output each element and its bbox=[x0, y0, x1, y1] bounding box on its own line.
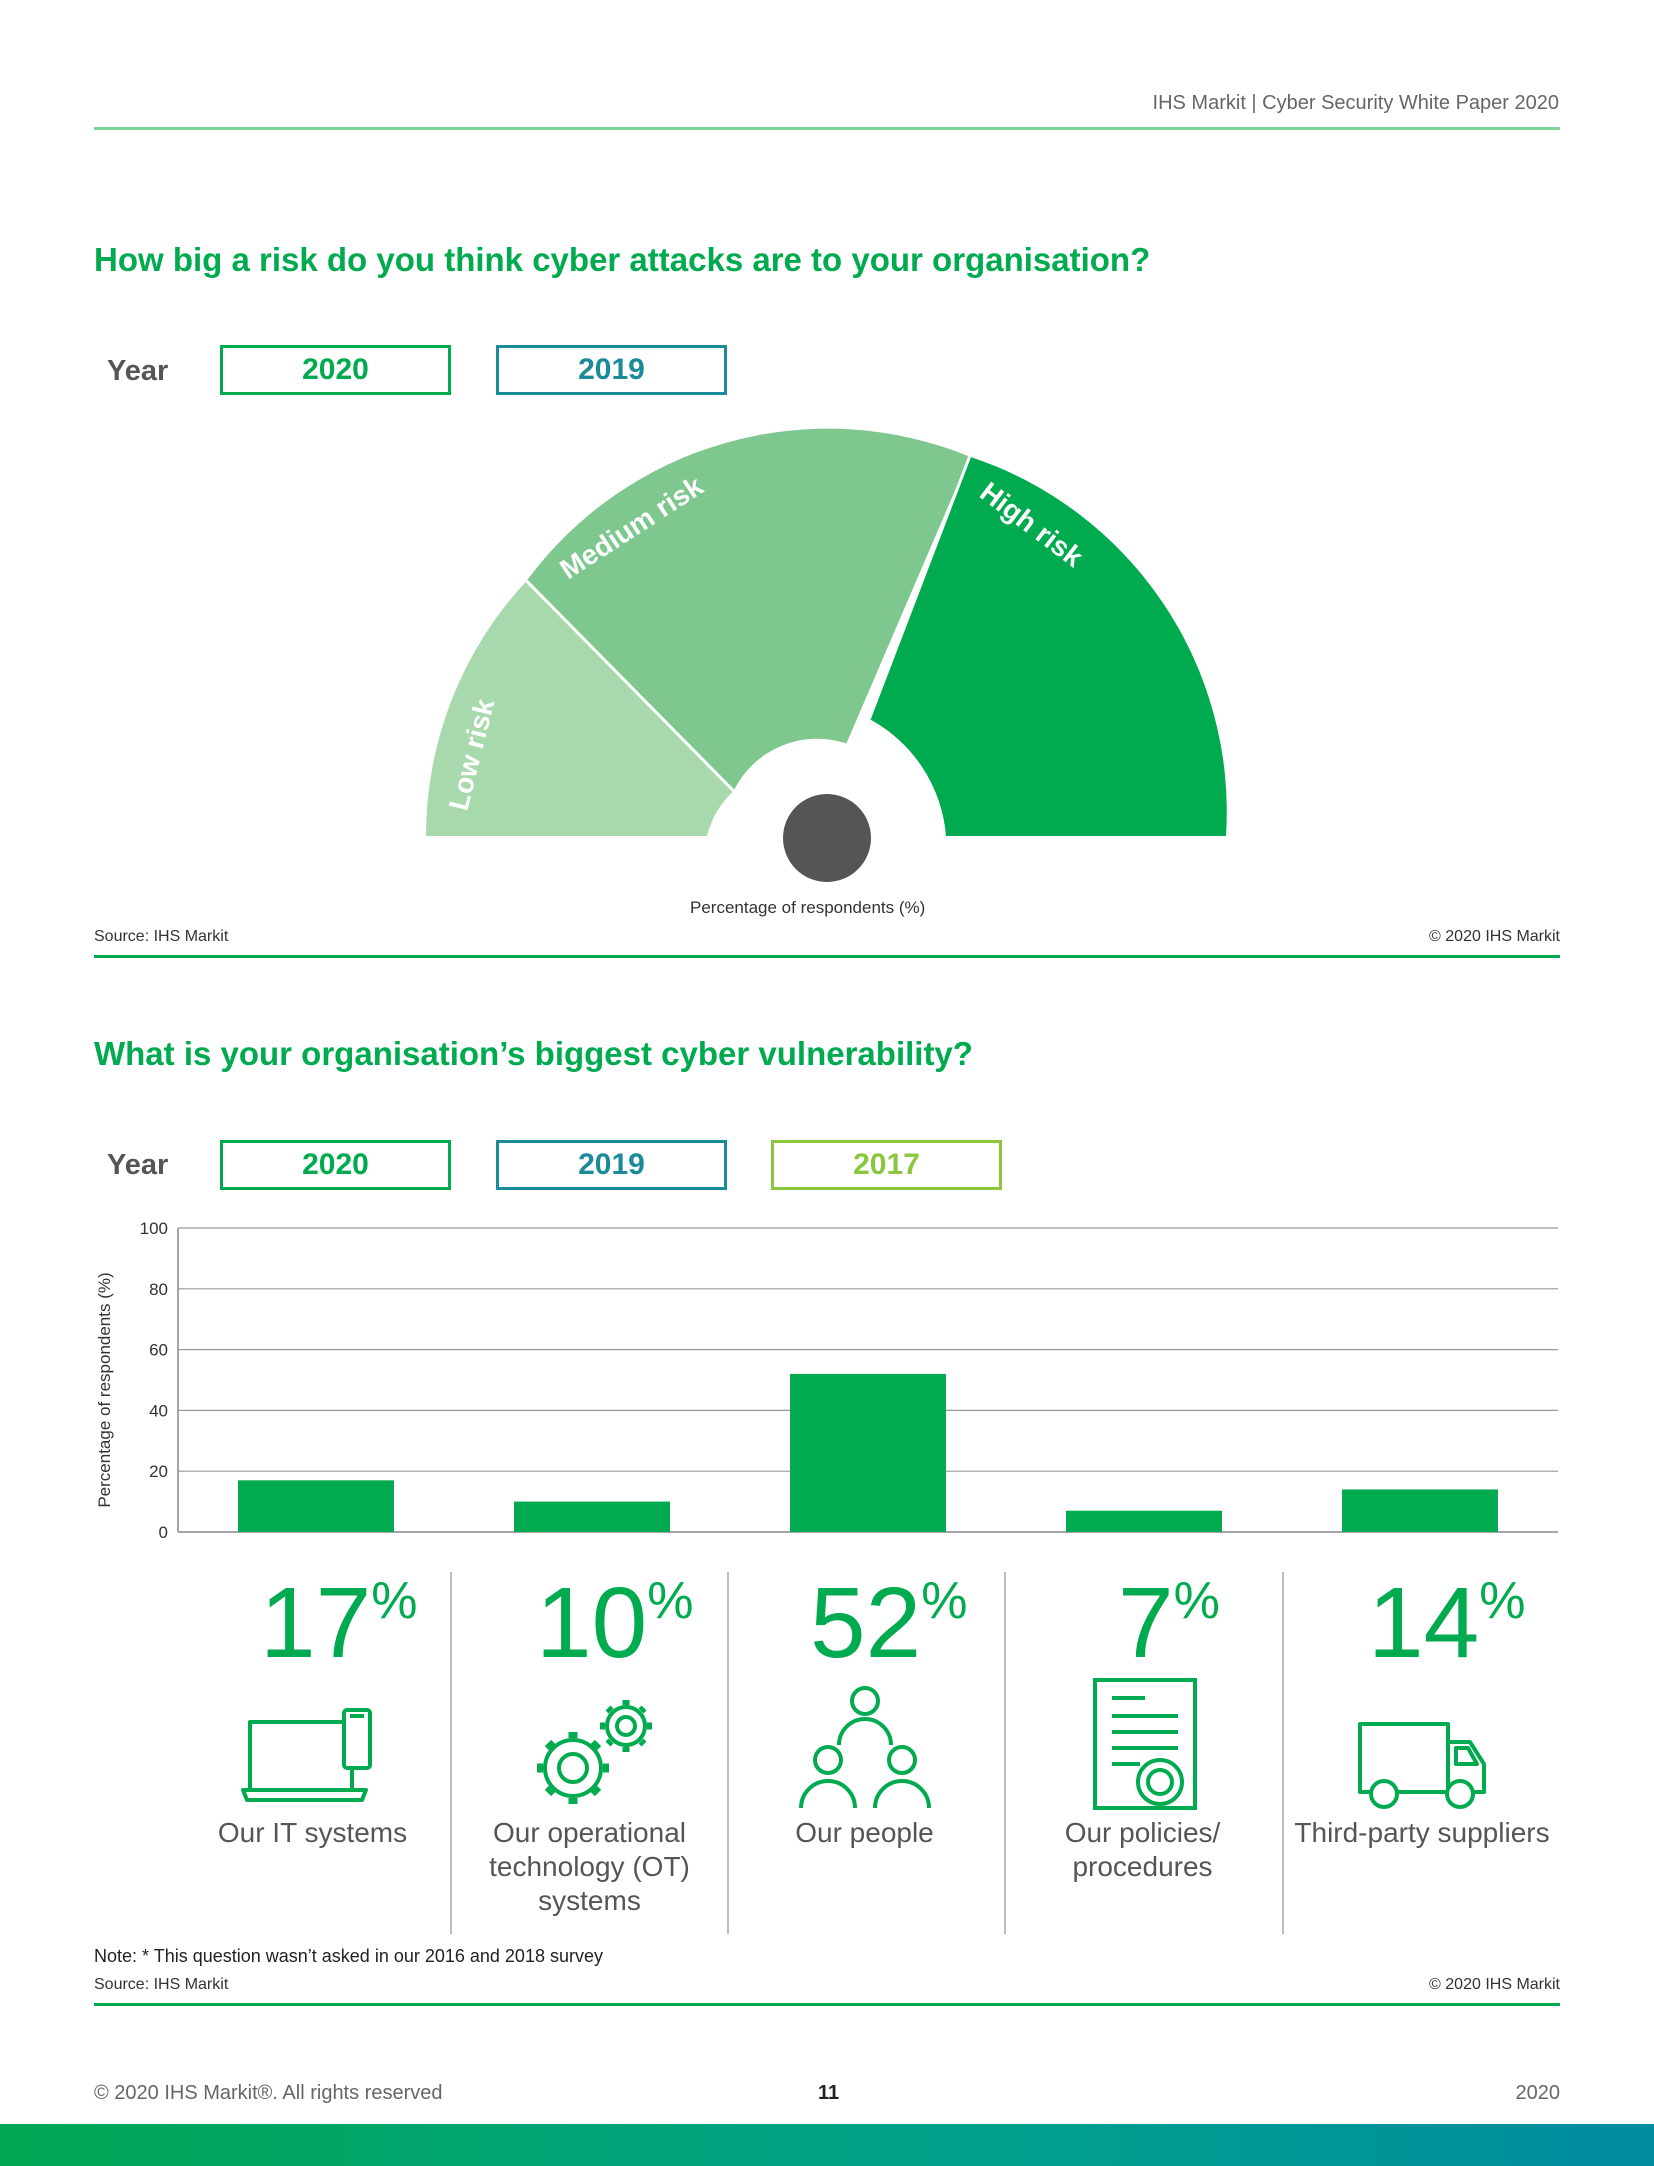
bar-2 bbox=[514, 1501, 670, 1532]
laptop-phone-icon bbox=[241, 1708, 372, 1802]
column-divider bbox=[1282, 1572, 1284, 1934]
gears-icon bbox=[537, 1700, 652, 1804]
year-box-2019: 2019 bbox=[496, 345, 727, 395]
question-title-risk: How big a risk do you think cyber attack… bbox=[94, 241, 1151, 278]
gauge-segment-medium bbox=[526, 428, 970, 791]
risk-gauge: Low risk Medium risk High risk bbox=[426, 428, 1227, 882]
label-people: Our people bbox=[795, 1817, 934, 1848]
question-title-vulnerability: What is your organisation’s biggest cybe… bbox=[94, 1035, 973, 1072]
label-policies: Our policies/ procedures bbox=[1064, 1817, 1221, 1882]
header-rule bbox=[94, 127, 1560, 130]
y-tick-label: 20 bbox=[149, 1462, 168, 1481]
truck-icon bbox=[1358, 1722, 1486, 1809]
certificate-icon bbox=[1093, 1678, 1197, 1810]
pct-policies: 7% bbox=[1118, 1567, 1220, 1679]
pct-it-systems: 17% bbox=[260, 1567, 418, 1679]
y-tick-label: 80 bbox=[149, 1280, 168, 1299]
gauge-segment-high bbox=[869, 456, 1227, 836]
y-tick-label: 40 bbox=[149, 1401, 168, 1420]
page-number: 11 bbox=[818, 2082, 840, 2104]
footer-year: 2020 bbox=[1515, 2082, 1561, 2104]
year-box-2020: 2020 bbox=[220, 345, 451, 395]
bar-4 bbox=[1066, 1510, 1222, 1532]
survey-note: Note: * This question wasn’t asked in ou… bbox=[94, 1946, 603, 1966]
gauge-needle-hub bbox=[783, 794, 871, 882]
y-axis-title: Percentage of respondents (%) bbox=[95, 1272, 114, 1507]
source-1: Source: IHS Markit bbox=[94, 928, 229, 945]
copyright-1: © 2020 IHS Markit bbox=[1429, 928, 1560, 945]
year-label-1: Year bbox=[107, 355, 169, 387]
label-suppliers: Third-party suppliers bbox=[1294, 1817, 1550, 1848]
footer-rights: © 2020 IHS Markit®. All rights reserved bbox=[94, 2082, 443, 2104]
year-label-2: Year bbox=[107, 1149, 169, 1181]
pct-ot-systems: 10% bbox=[536, 1567, 694, 1679]
copyright-2: © 2020 IHS Markit bbox=[1429, 1976, 1560, 1993]
column-divider bbox=[727, 1572, 729, 1934]
pct-people: 52% bbox=[810, 1567, 968, 1679]
y-tick-label: 0 bbox=[159, 1523, 168, 1542]
source-2: Source: IHS Markit bbox=[94, 1976, 229, 1993]
gauge-segment-low bbox=[426, 580, 734, 836]
people-icon bbox=[799, 1686, 931, 1809]
pct-suppliers: 14% bbox=[1368, 1567, 1526, 1679]
year-box-2019-b: 2019 bbox=[496, 1140, 727, 1190]
column-divider bbox=[1004, 1572, 1006, 1934]
bar-3 bbox=[790, 1373, 946, 1532]
column-divider bbox=[450, 1572, 452, 1934]
section-rule-1 bbox=[94, 955, 1560, 958]
label-it-systems: Our IT systems bbox=[217, 1817, 408, 1848]
vulnerability-bar-chart: 0 20 40 60 80 100 Percentage of respondents (%… bbox=[95, 1219, 1558, 1542]
year-box-2020-b: 2020 bbox=[220, 1140, 451, 1190]
footer-band bbox=[0, 2124, 1654, 2166]
running-header: IHS Markit | Cyber Security White Paper … bbox=[1152, 92, 1559, 114]
bar-5 bbox=[1342, 1489, 1498, 1532]
label-ot-systems: Our operational technology (OT) systems bbox=[489, 1817, 690, 1916]
y-tick-label: 100 bbox=[140, 1219, 168, 1238]
y-tick-label: 60 bbox=[149, 1341, 168, 1360]
gauge-caption: Percentage of respondents (%) bbox=[690, 898, 926, 917]
bar-1 bbox=[238, 1480, 394, 1532]
year-box-2017: 2017 bbox=[771, 1140, 1002, 1190]
section-rule-2 bbox=[94, 2003, 1560, 2006]
